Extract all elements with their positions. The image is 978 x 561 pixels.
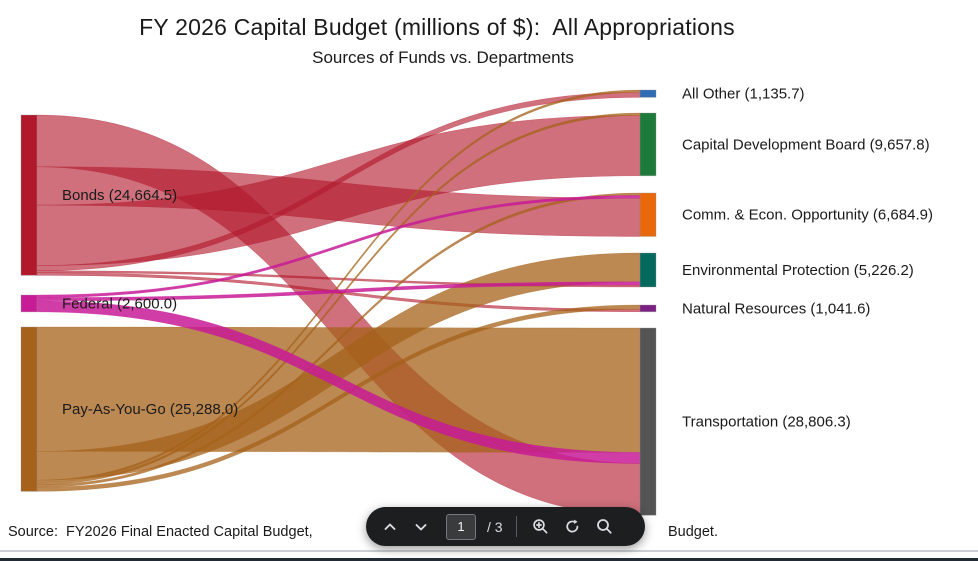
- source-text-continued: Budget.: [668, 524, 718, 540]
- sankey-node-nat[interactable]: [639, 304, 657, 313]
- rotate-icon: [565, 519, 578, 533]
- chart-subtitle: Sources of Funds vs. Departments: [312, 48, 574, 67]
- page-up-button[interactable]: [380, 517, 400, 537]
- zoom-in-icon: [532, 519, 548, 534]
- sankey-node-payg[interactable]: [20, 326, 38, 492]
- rotate-button[interactable]: [562, 516, 583, 537]
- sankey-node-bonds[interactable]: [20, 114, 38, 276]
- sankey-link-payg-trans: [36, 326, 641, 453]
- sankey-node-trans[interactable]: [639, 327, 657, 516]
- toolbar-divider: [515, 516, 517, 537]
- chevron-down-icon: [415, 523, 427, 530]
- page-divider-line: [0, 550, 978, 552]
- sankey-node-cdb[interactable]: [639, 112, 657, 177]
- chevron-up-icon: [384, 523, 396, 530]
- page-count-label: / 3: [487, 518, 503, 535]
- sankey-node-env[interactable]: [639, 252, 657, 288]
- sankey-node-label-cdb: Capital Development Board (9,657.8): [682, 136, 930, 153]
- zoom-in-button[interactable]: [530, 516, 551, 537]
- sankey-node-label-payg: Pay-As-You-Go (25,288.0): [62, 401, 238, 418]
- sankey-node-federal[interactable]: [20, 294, 38, 313]
- source-text: Source: FY2026 Final Enacted Capital Bud…: [8, 524, 317, 540]
- sankey-node-label-bonds: Bonds (24,664.5): [62, 187, 177, 204]
- sankey-node-label-all_other: All Other (1,135.7): [682, 86, 805, 103]
- sankey-node-ceo[interactable]: [639, 192, 657, 237]
- chart-title: FY 2026 Capital Budget (millions of $): …: [139, 14, 735, 40]
- page-number-input[interactable]: [446, 513, 476, 540]
- sankey-node-all_other[interactable]: [639, 89, 657, 98]
- sankey-node-label-env: Environmental Protection (5,226.2): [682, 262, 914, 279]
- sankey-node-label-federal: Federal (2,600.0): [62, 295, 177, 312]
- search-button[interactable]: [594, 516, 615, 537]
- sankey-node-label-ceo: Comm. & Econ. Opportunity (6,684.9): [682, 207, 933, 224]
- window-bottom-edge: [0, 558, 978, 561]
- pdf-floating-toolbar: / 3: [366, 507, 645, 546]
- page-down-button[interactable]: [411, 517, 431, 537]
- sankey-node-label-nat: Natural Resources (1,041.6): [682, 300, 870, 317]
- sankey-node-label-trans: Transportation (28,806.3): [682, 414, 851, 431]
- search-icon: [596, 519, 612, 534]
